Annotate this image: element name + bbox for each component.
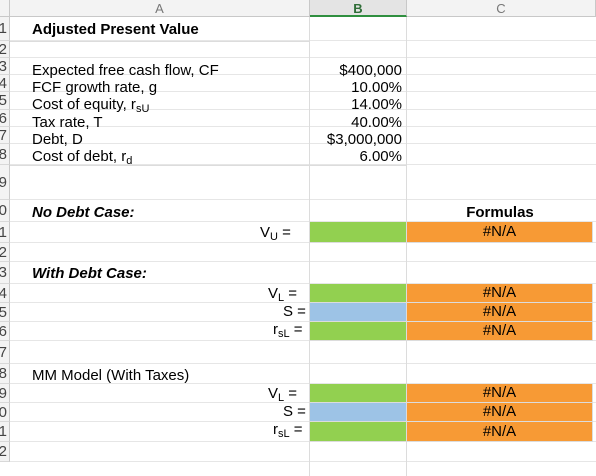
grid-row-line bbox=[10, 261, 596, 262]
label-s-1: S = bbox=[283, 303, 306, 320]
grid-row-line bbox=[10, 441, 596, 442]
row-header[interactable]: 4 bbox=[0, 284, 10, 303]
inputs-value-block[interactable]: $400,000 10.00% 14.00% 40.00% $3,000,000… bbox=[310, 58, 407, 166]
label-vu: VU = bbox=[260, 224, 291, 243]
row-header[interactable]: 8 bbox=[0, 144, 10, 165]
label-rsl-1: rsL = bbox=[273, 321, 303, 340]
row-header[interactable]: 2 bbox=[0, 442, 10, 462]
grid-row-line bbox=[10, 91, 596, 92]
grid-row-line bbox=[10, 164, 596, 165]
formula-s-mm[interactable]: #N/A bbox=[407, 403, 593, 422]
grid-row-line bbox=[10, 461, 596, 462]
grid-line-b bbox=[309, 17, 310, 476]
cell-vu-no-debt[interactable] bbox=[310, 222, 407, 243]
label-vl-2: VL = bbox=[268, 385, 298, 404]
grid-row-line bbox=[10, 340, 596, 341]
formula-vl-with-debt[interactable]: #N/A bbox=[407, 284, 593, 303]
grid-row-line bbox=[10, 221, 596, 222]
cell-s-with-debt[interactable] bbox=[310, 303, 407, 322]
label-s-2: S = bbox=[283, 403, 306, 420]
row-header[interactable]: 6 bbox=[0, 322, 10, 341]
column-header-a[interactable]: A bbox=[10, 0, 310, 17]
cell-s-mm[interactable] bbox=[310, 403, 407, 422]
row-header[interactable]: 5 bbox=[0, 92, 10, 110]
formula-rsl-with-debt[interactable]: #N/A bbox=[407, 322, 593, 341]
input-label-cf: Expected free cash flow, CF bbox=[32, 62, 219, 79]
formula-vl-mm[interactable]: #N/A bbox=[407, 384, 593, 403]
input-label-d: Debt, D bbox=[32, 131, 83, 148]
formulas-header: Formulas bbox=[407, 204, 593, 224]
row-header[interactable]: 1 bbox=[0, 17, 10, 41]
select-all-corner[interactable] bbox=[0, 0, 10, 17]
row-header[interactable]: 8 bbox=[0, 364, 10, 384]
row-header[interactable]: 4 bbox=[0, 75, 10, 92]
grid-row-line bbox=[10, 109, 596, 110]
grid-row-line bbox=[10, 57, 596, 58]
cell-rsl-with-debt[interactable] bbox=[310, 322, 407, 341]
input-value-d: $3,000,000 bbox=[326, 131, 402, 148]
input-value-rsu: 14.00% bbox=[351, 96, 402, 113]
grid-row-line bbox=[10, 421, 596, 422]
label-vl-1: VL = bbox=[268, 285, 298, 304]
grid-row-line bbox=[10, 126, 596, 127]
cell-vl-with-debt[interactable] bbox=[310, 284, 407, 303]
grid-row-line bbox=[10, 302, 596, 303]
input-value-g: 10.00% bbox=[351, 79, 402, 96]
grid-row-line bbox=[10, 199, 596, 200]
cell-vl-mm[interactable] bbox=[310, 384, 407, 403]
row-header[interactable]: 5 bbox=[0, 303, 10, 322]
input-value-cf: $400,000 bbox=[339, 62, 402, 79]
column-header-c[interactable]: C bbox=[407, 0, 596, 17]
grid-line-c bbox=[406, 17, 407, 476]
input-label-g: FCF growth rate, g bbox=[32, 79, 158, 96]
row-header[interactable]: 2 bbox=[0, 243, 10, 262]
input-value-t: 40.00% bbox=[351, 114, 402, 131]
row-header[interactable]: 1 bbox=[0, 222, 10, 243]
input-value-rd: 6.00% bbox=[359, 148, 402, 165]
grid-row-line bbox=[10, 383, 596, 384]
grid-row-line bbox=[10, 363, 596, 364]
inputs-label-block[interactable]: Expected free cash flow, CF FCF growth r… bbox=[10, 58, 310, 167]
grid-row-line bbox=[10, 283, 596, 284]
row-header[interactable]: 7 bbox=[0, 127, 10, 144]
row-header[interactable]: 3 bbox=[0, 58, 10, 75]
grid-row-line bbox=[10, 143, 596, 144]
row-header[interactable]: 2 bbox=[0, 41, 10, 58]
label-rsl-2: rsL = bbox=[273, 421, 303, 440]
mm-header: MM Model (With Taxes) bbox=[32, 367, 190, 384]
sheet-title: Adjusted Present Value bbox=[32, 21, 199, 38]
row-header[interactable]: 7 bbox=[0, 341, 10, 364]
grid-row-line bbox=[10, 402, 596, 403]
with-debt-header: With Debt Case: bbox=[32, 265, 147, 282]
no-debt-header: No Debt Case: bbox=[32, 204, 135, 221]
row-header[interactable]: 3 bbox=[0, 262, 10, 284]
column-header-b[interactable]: B bbox=[310, 0, 407, 17]
formula-s-with-debt[interactable]: #N/A bbox=[407, 303, 593, 322]
grid-row-line bbox=[10, 40, 596, 41]
cell-rsl-mm[interactable] bbox=[310, 422, 407, 442]
grid-row-line bbox=[10, 242, 596, 243]
formula-vu-no-debt[interactable]: #N/A bbox=[407, 222, 593, 243]
cell-a1[interactable]: Adjusted Present Value bbox=[10, 17, 310, 42]
row-header[interactable]: 1 bbox=[0, 422, 10, 442]
input-label-rd: Cost of debt, rd bbox=[32, 148, 133, 167]
row-header[interactable]: 0 bbox=[0, 200, 10, 222]
grid-row-line bbox=[10, 321, 596, 322]
row-header[interactable]: 9 bbox=[0, 384, 10, 403]
row-header[interactable]: 0 bbox=[0, 403, 10, 422]
grid-row-line bbox=[10, 74, 596, 75]
formula-rsl-mm[interactable]: #N/A bbox=[407, 422, 593, 442]
input-label-t: Tax rate, T bbox=[32, 114, 103, 131]
input-label-rsu: Cost of equity, rsU bbox=[32, 96, 150, 115]
row-header[interactable]: 6 bbox=[0, 110, 10, 127]
row-header[interactable]: 9 bbox=[0, 165, 10, 200]
